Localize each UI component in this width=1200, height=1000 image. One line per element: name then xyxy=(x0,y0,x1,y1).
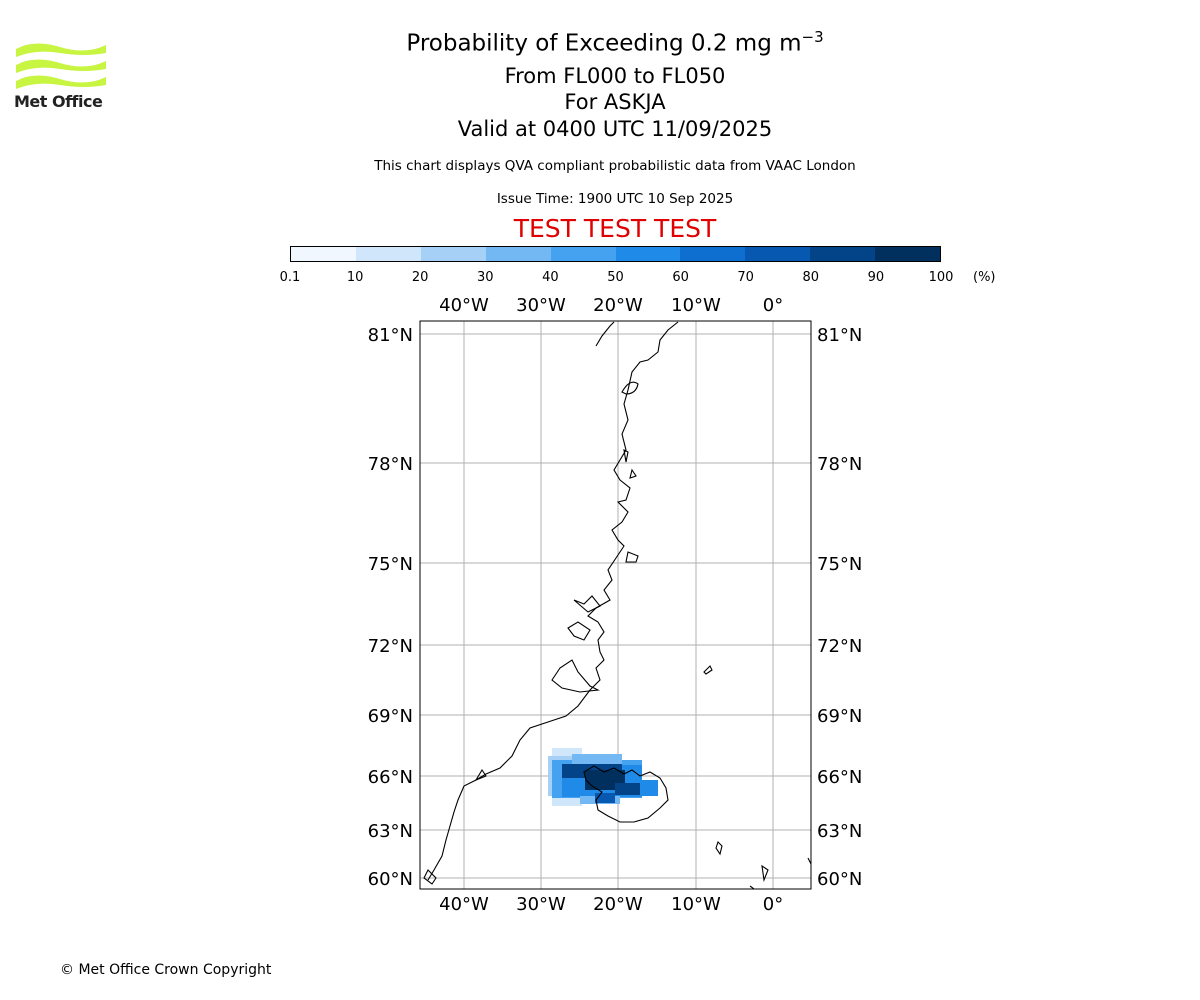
test-banner: TEST TEST TEST xyxy=(513,214,717,243)
colorbar-tick-label: 60 xyxy=(672,270,689,285)
title-superscript: −3 xyxy=(801,28,824,46)
met-office-logo-text: Met Office xyxy=(14,92,103,111)
colorbar-unit: (%) xyxy=(973,270,996,285)
colorbar-segment xyxy=(355,247,421,261)
colorbar-tick-label: 30 xyxy=(477,270,494,285)
volcano-name: For ASKJA xyxy=(564,90,666,114)
longitude-label: 40°W xyxy=(439,295,489,316)
latitude-label: 63°N xyxy=(817,821,862,842)
latitude-label: 72°N xyxy=(368,636,413,657)
latitude-label: 69°N xyxy=(817,706,862,727)
longitude-label: 10°W xyxy=(671,295,721,316)
longitude-label: 0° xyxy=(763,295,783,316)
flight-level-range: From FL000 to FL050 xyxy=(504,64,726,88)
jan-mayen-coastline xyxy=(703,665,713,675)
longitude-label: 20°W xyxy=(593,295,643,316)
longitude-label: 0° xyxy=(763,894,783,915)
colorbar-tick-label: 40 xyxy=(542,270,559,285)
probability-colorbar xyxy=(290,246,941,262)
colorbar-segment xyxy=(745,247,811,261)
latitude-label: 63°N xyxy=(368,821,413,842)
latitude-label: 72°N xyxy=(817,636,862,657)
issue-time: Issue Time: 1900 UTC 10 Sep 2025 xyxy=(496,191,734,207)
latitude-label: 81°N xyxy=(368,325,413,346)
colorbar-tick-label: 20 xyxy=(411,270,429,285)
iceland-coastline xyxy=(583,765,669,823)
latitude-label: 69°N xyxy=(368,706,413,727)
latitude-label: 78°N xyxy=(817,454,862,475)
chart-title: Probability of Exceeding 0.2 mg m−3 xyxy=(406,28,824,57)
colorbar-segment xyxy=(810,247,876,261)
latitude-label: 75°N xyxy=(817,554,862,575)
colorbar-segment xyxy=(485,247,551,261)
colorbar-segment xyxy=(875,247,941,261)
colorbar-tick-label: 100 xyxy=(928,270,954,285)
greenland-coastline xyxy=(427,321,679,881)
latitude-label: 78°N xyxy=(368,454,413,475)
colorbar-tick-label: 80 xyxy=(802,270,820,285)
ash-probability-plume xyxy=(548,748,658,806)
map-gridlines xyxy=(420,321,811,889)
colorbar-tick-label: 50 xyxy=(607,270,624,285)
copyright-notice: © Met Office Crown Copyright xyxy=(60,962,272,978)
colorbar-segment xyxy=(680,247,746,261)
longitude-label: 40°W xyxy=(439,894,489,915)
colorbar-tick-label: 70 xyxy=(737,270,754,285)
colorbar-segment xyxy=(615,247,681,261)
latitude-label: 66°N xyxy=(817,767,862,788)
valid-time: Valid at 0400 UTC 11/09/2025 xyxy=(457,117,773,141)
colorbar-tick-label: 90 xyxy=(867,270,885,285)
colorbar-segment xyxy=(291,247,356,261)
latitude-label: 60°N xyxy=(368,869,413,890)
colorbar-segment xyxy=(550,247,616,261)
chart-description: This chart displays QVA compliant probab… xyxy=(374,158,856,174)
colorbar-tick-label: 0.1 xyxy=(279,270,301,285)
latitude-label: 81°N xyxy=(817,325,862,346)
latitude-label: 66°N xyxy=(368,767,413,788)
met-office-logo-waves-icon xyxy=(16,43,106,89)
latitude-label: 60°N xyxy=(817,869,862,890)
colorbar-segment xyxy=(420,247,486,261)
longitude-label: 30°W xyxy=(516,894,566,915)
colorbar-tick-label: 10 xyxy=(346,270,364,285)
longitude-label: 10°W xyxy=(671,894,721,915)
longitude-label: 30°W xyxy=(516,295,566,316)
longitude-label: 20°W xyxy=(593,894,643,915)
latitude-label: 75°N xyxy=(368,554,413,575)
